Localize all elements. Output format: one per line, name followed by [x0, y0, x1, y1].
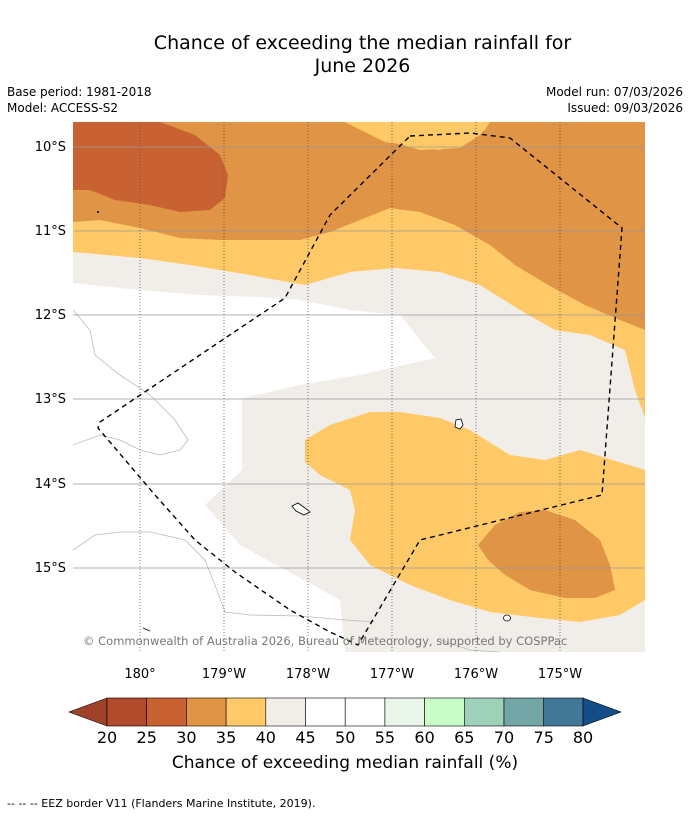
colorbar-tick: 30 — [176, 728, 196, 747]
colorbar-20-25 — [106, 697, 148, 727]
colorbar-65-70 — [463, 697, 505, 727]
copyright-notice: © Commonwealth of Australia 2026, Bureau… — [83, 634, 567, 648]
colorbar — [68, 697, 622, 727]
lon-label-178w: 178°W — [286, 667, 330, 682]
colorbar-tick: 70 — [494, 728, 514, 747]
lat-label-15s: 15°S — [35, 561, 66, 576]
colorbar-30-35 — [186, 697, 227, 727]
lat-label-14s: 14°S — [35, 477, 66, 492]
colorbar-tick: 45 — [295, 728, 315, 747]
region-30-35-south — [478, 510, 615, 598]
colorbar-below-20 — [68, 697, 108, 727]
island-outline — [454, 418, 464, 430]
lat-label-11s: 11°S — [35, 224, 66, 239]
model-text: Model: ACCESS-S2 — [7, 101, 119, 115]
colorbar-tick: 80 — [573, 728, 593, 747]
colorbar-above-80 — [582, 697, 622, 727]
lon-label-175w: 175°W — [538, 667, 582, 682]
colorbar-tick: 40 — [256, 728, 276, 747]
map-title-line2: June 2026 — [314, 55, 411, 77]
map-plot-area: © Commonwealth of Australia 2026, Bureau… — [73, 122, 645, 652]
lat-label-10s: 10°S — [35, 140, 66, 155]
model-run-text: Model run: 07/03/2026 — [545, 85, 683, 99]
colorbar-tick: 60 — [414, 728, 434, 747]
region-45-55-west — [73, 283, 435, 652]
colorbar-tick: 50 — [335, 728, 355, 747]
region-25-30-northwest — [73, 122, 228, 212]
lon-label-179w: 179°W — [202, 667, 246, 682]
colorbar-60-65 — [424, 697, 465, 727]
lat-label-13s: 13°S — [35, 392, 66, 407]
colorbar-tick: 35 — [216, 728, 236, 747]
colorbar-70-75 — [503, 697, 545, 727]
lon-label-176w: 176°W — [454, 667, 498, 682]
colorbar-tick: 25 — [137, 728, 157, 747]
lon-label-177w: 177°W — [370, 667, 414, 682]
colorbar-50-55 — [344, 697, 386, 727]
colorbar-35-40 — [225, 697, 267, 727]
colorbar-tick: 75 — [534, 728, 554, 747]
contour-line — [73, 531, 376, 623]
longitude-gridlines — [139, 122, 561, 652]
latitude-gridlines — [73, 146, 645, 569]
colorbar-tick: 20 — [97, 728, 117, 747]
colorbar-ticks: 20 25 30 35 40 45 50 55 60 65 70 75 80 — [97, 728, 593, 747]
base-period-text: Base period: 1981-2018 — [7, 85, 152, 99]
colorbar-tick: 65 — [454, 728, 474, 747]
longitude-labels: 180° 179°W 178°W 177°W 176°W 175°W — [124, 667, 582, 682]
island-dot — [97, 211, 99, 213]
colorbar-40-45 — [265, 697, 306, 727]
map-title-line1: Chance of exceeding the median rainfall … — [153, 32, 572, 54]
region-35-40-top — [345, 122, 490, 150]
eez-border — [97, 132, 623, 646]
colorbar-55-60 — [384, 697, 425, 727]
latitude-labels: 10°S 11°S 12°S 13°S 14°S 15°S — [35, 140, 66, 576]
lon-label-180: 180° — [124, 667, 155, 682]
colorbar-tick: 55 — [375, 728, 395, 747]
colorbar-75-80 — [543, 697, 584, 727]
contour-line — [73, 309, 189, 456]
island-outline — [503, 614, 511, 622]
lat-label-12s: 12°S — [35, 308, 66, 323]
colorbar-45-50 — [305, 697, 346, 727]
island-outline — [291, 502, 311, 516]
colorbar-25-30 — [146, 697, 187, 727]
island-outline — [142, 627, 151, 632]
issued-text: Issued: 09/03/2026 — [567, 101, 683, 115]
colorbar-label: Chance of exceeding median rainfall (%) — [171, 753, 519, 773]
contour-line — [439, 639, 501, 652]
eez-footnote: -- -- -- EEZ border V11 (Flanders Marine… — [7, 797, 316, 810]
